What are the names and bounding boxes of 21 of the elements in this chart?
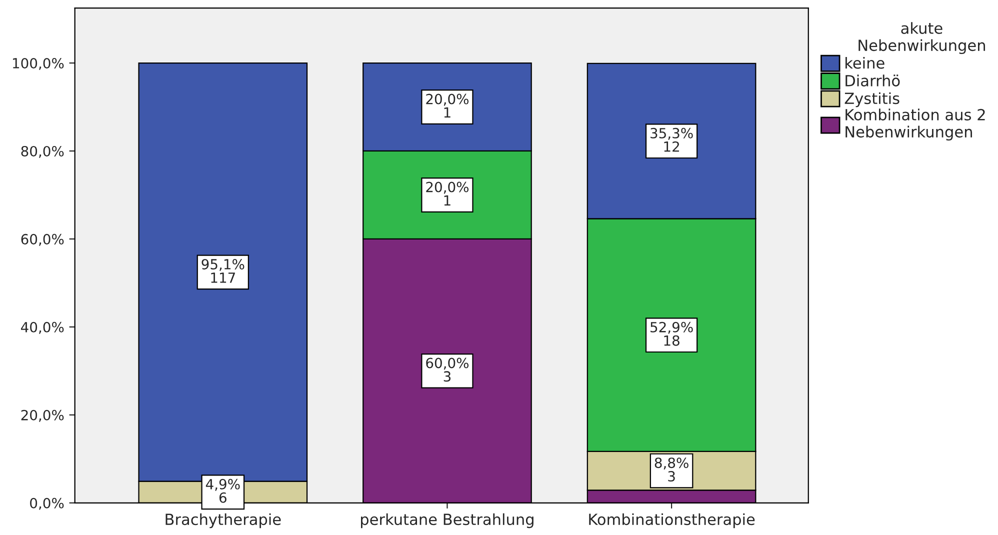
data-label: 4,9% 6 [206, 478, 240, 503]
y-tick-label: 40,0% [20, 322, 64, 334]
legend-label: keine [846, 56, 884, 69]
y-tick-label: 60,0% [21, 234, 64, 246]
data-label: 20,0% 1 [426, 94, 469, 118]
data-label: 95,1% 117 [202, 258, 244, 283]
x-tick-label: Kombinationstherapie [589, 513, 755, 528]
x-tick-label: Brachytherapie [166, 513, 281, 528]
y-tick-label: 20,0% [21, 410, 64, 422]
data-label: 20,0% 1 [426, 182, 469, 206]
data-label: 35,3% 12 [650, 128, 693, 152]
x-tick-label: perkutane Bestrahlung [361, 513, 534, 528]
y-tick-label: 100,0% [13, 58, 64, 70]
legend-label: Zystitis [844, 92, 900, 108]
legend-label: Diarrhö [846, 74, 900, 86]
data-label: 60,0% 3 [426, 358, 469, 382]
data-label: 52,9% 18 [650, 322, 693, 346]
y-tick-label: 80,0% [21, 146, 64, 158]
data-label: 8,8% 3 [654, 458, 688, 482]
y-tick-label: 0,0% [30, 498, 64, 510]
legend-label: Kombination aus 2 Nebenwirkungen [846, 108, 985, 141]
